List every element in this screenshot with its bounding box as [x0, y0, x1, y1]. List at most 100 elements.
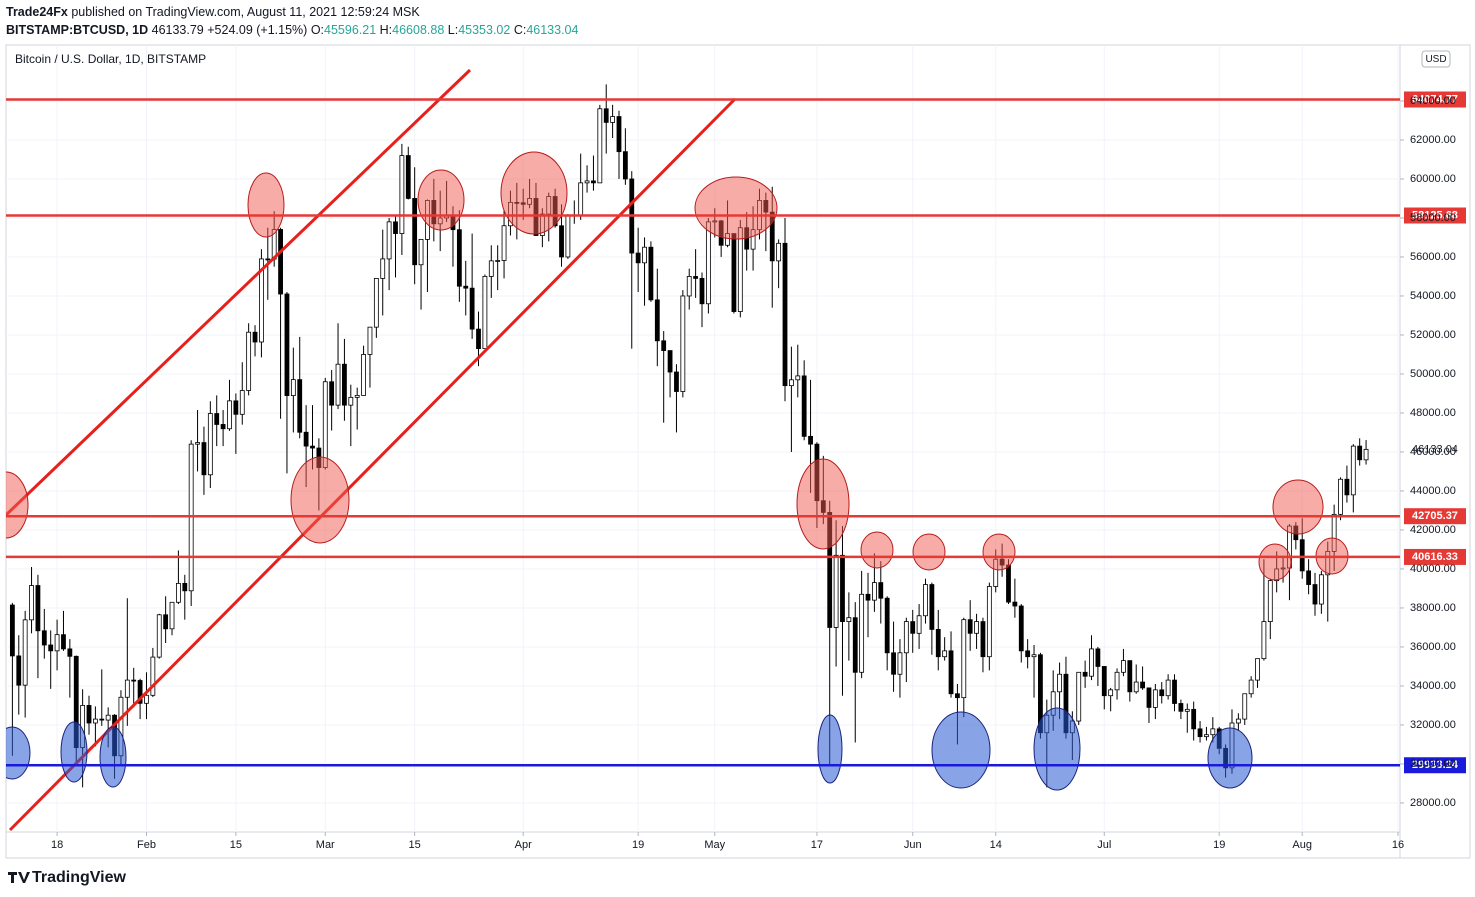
candle-body: [801, 375, 807, 437]
candle-body: [661, 340, 667, 351]
candle-body: [1248, 679, 1254, 695]
candle-body: [361, 354, 366, 396]
candle-body: [482, 276, 488, 350]
candle-body: [1357, 445, 1363, 461]
candle-body: [488, 260, 494, 277]
candle-body: [686, 276, 692, 297]
candle-body: [207, 413, 213, 476]
candle-body: [782, 242, 788, 387]
candle-body: [35, 585, 41, 632]
resistance-ellipse: [1258, 543, 1292, 581]
candle-body: [290, 379, 296, 397]
candle-body: [846, 617, 852, 623]
candle-body: [974, 621, 979, 634]
candle-body: [195, 442, 200, 445]
candle-body: [1350, 445, 1356, 496]
candle-body: [278, 229, 283, 295]
x-tick-label: 19: [632, 839, 644, 851]
y-tick-label: 30000.00: [1410, 758, 1456, 770]
candle-body: [961, 619, 967, 699]
price-level-label: 42705.37: [1412, 510, 1458, 522]
field-key: C:: [513, 23, 527, 37]
candle-body: [201, 442, 207, 476]
candle-body: [469, 287, 475, 330]
field-key: H:: [379, 23, 393, 37]
candle-body: [303, 431, 309, 447]
candle-body: [1095, 648, 1101, 667]
candle-body: [48, 644, 54, 652]
price-level-tag: [1404, 508, 1466, 525]
candle-body: [693, 276, 699, 279]
change: +524.09 (+1.15%): [207, 23, 308, 37]
resistance-ellipse: [247, 172, 285, 238]
candle-body: [1204, 734, 1209, 738]
x-tick-label: Aug: [1292, 839, 1312, 851]
candle-body: [648, 246, 654, 301]
candle-body: [367, 326, 373, 355]
candle-body: [680, 295, 686, 392]
candle-body: [1197, 728, 1203, 738]
candle-body: [399, 155, 405, 234]
candle-body: [1121, 660, 1126, 673]
candle-body: [916, 615, 922, 634]
currency-badge[interactable]: [1421, 50, 1451, 68]
candle-body: [405, 155, 411, 199]
candle-body: [41, 630, 47, 646]
x-tick-label: 17: [811, 839, 823, 851]
candle-body: [310, 445, 315, 449]
candle-body: [348, 396, 354, 406]
resistance-ellipse: [912, 533, 946, 571]
y-tick-label: 42000.00: [1410, 524, 1456, 536]
candle-body: [137, 680, 143, 704]
support-ellipse: [6, 726, 31, 780]
candle-body: [967, 619, 973, 634]
candle-body: [176, 582, 181, 603]
candle-body: [610, 116, 616, 123]
candle-body: [674, 371, 679, 392]
candle-body: [1299, 539, 1305, 572]
candle-body: [220, 424, 226, 430]
candle-body: [1082, 671, 1088, 677]
field-value: 45353.02: [458, 23, 511, 37]
symbol: BITSTAMP:BTCUSD, 1D: [6, 23, 149, 37]
price-level-tag: [1404, 757, 1466, 774]
candle-body: [808, 435, 813, 445]
brand-logo: [8, 872, 30, 883]
candle-body: [329, 381, 335, 406]
resistance-ellipse: [982, 533, 1016, 571]
candle-body: [1006, 564, 1011, 603]
x-tick-label: 18: [51, 839, 63, 851]
y-tick-label: 48000.00: [1410, 407, 1456, 419]
candle-body: [386, 221, 392, 260]
candle-body: [929, 584, 935, 630]
candle-body: [92, 718, 98, 724]
candle-body: [501, 225, 507, 261]
candle-body: [214, 413, 220, 425]
candle-body: [418, 239, 424, 266]
candle-body: [705, 221, 711, 305]
candle-body: [1127, 660, 1133, 693]
candles: [9, 84, 1369, 788]
candle-body: [1076, 671, 1082, 722]
x-tick-label: 19: [1213, 839, 1225, 851]
publisher: Trade24Fx: [6, 5, 68, 19]
grid: [6, 45, 1400, 832]
x-tick-label: Jul: [1097, 839, 1111, 851]
candle-body: [948, 650, 954, 695]
last-price-label: 46133.04: [1412, 443, 1458, 455]
candle-body: [840, 554, 845, 623]
x-tick-label: Feb: [137, 839, 156, 851]
candle-body: [731, 233, 737, 312]
candle-body: [1089, 648, 1094, 677]
candle-body: [1108, 689, 1114, 697]
candle-body: [795, 375, 801, 381]
candle-body: [1312, 584, 1318, 605]
price-level-label: 29933.24: [1412, 759, 1459, 771]
field-value: 46133.04: [526, 23, 579, 37]
candle-body: [1344, 478, 1350, 496]
published: published on TradingView.com, August 11,…: [71, 5, 420, 19]
field-key: L:: [447, 23, 459, 37]
y-tick-label: 52000.00: [1410, 329, 1456, 341]
candle-body: [1338, 478, 1343, 515]
last-price-tag: [1404, 441, 1466, 458]
